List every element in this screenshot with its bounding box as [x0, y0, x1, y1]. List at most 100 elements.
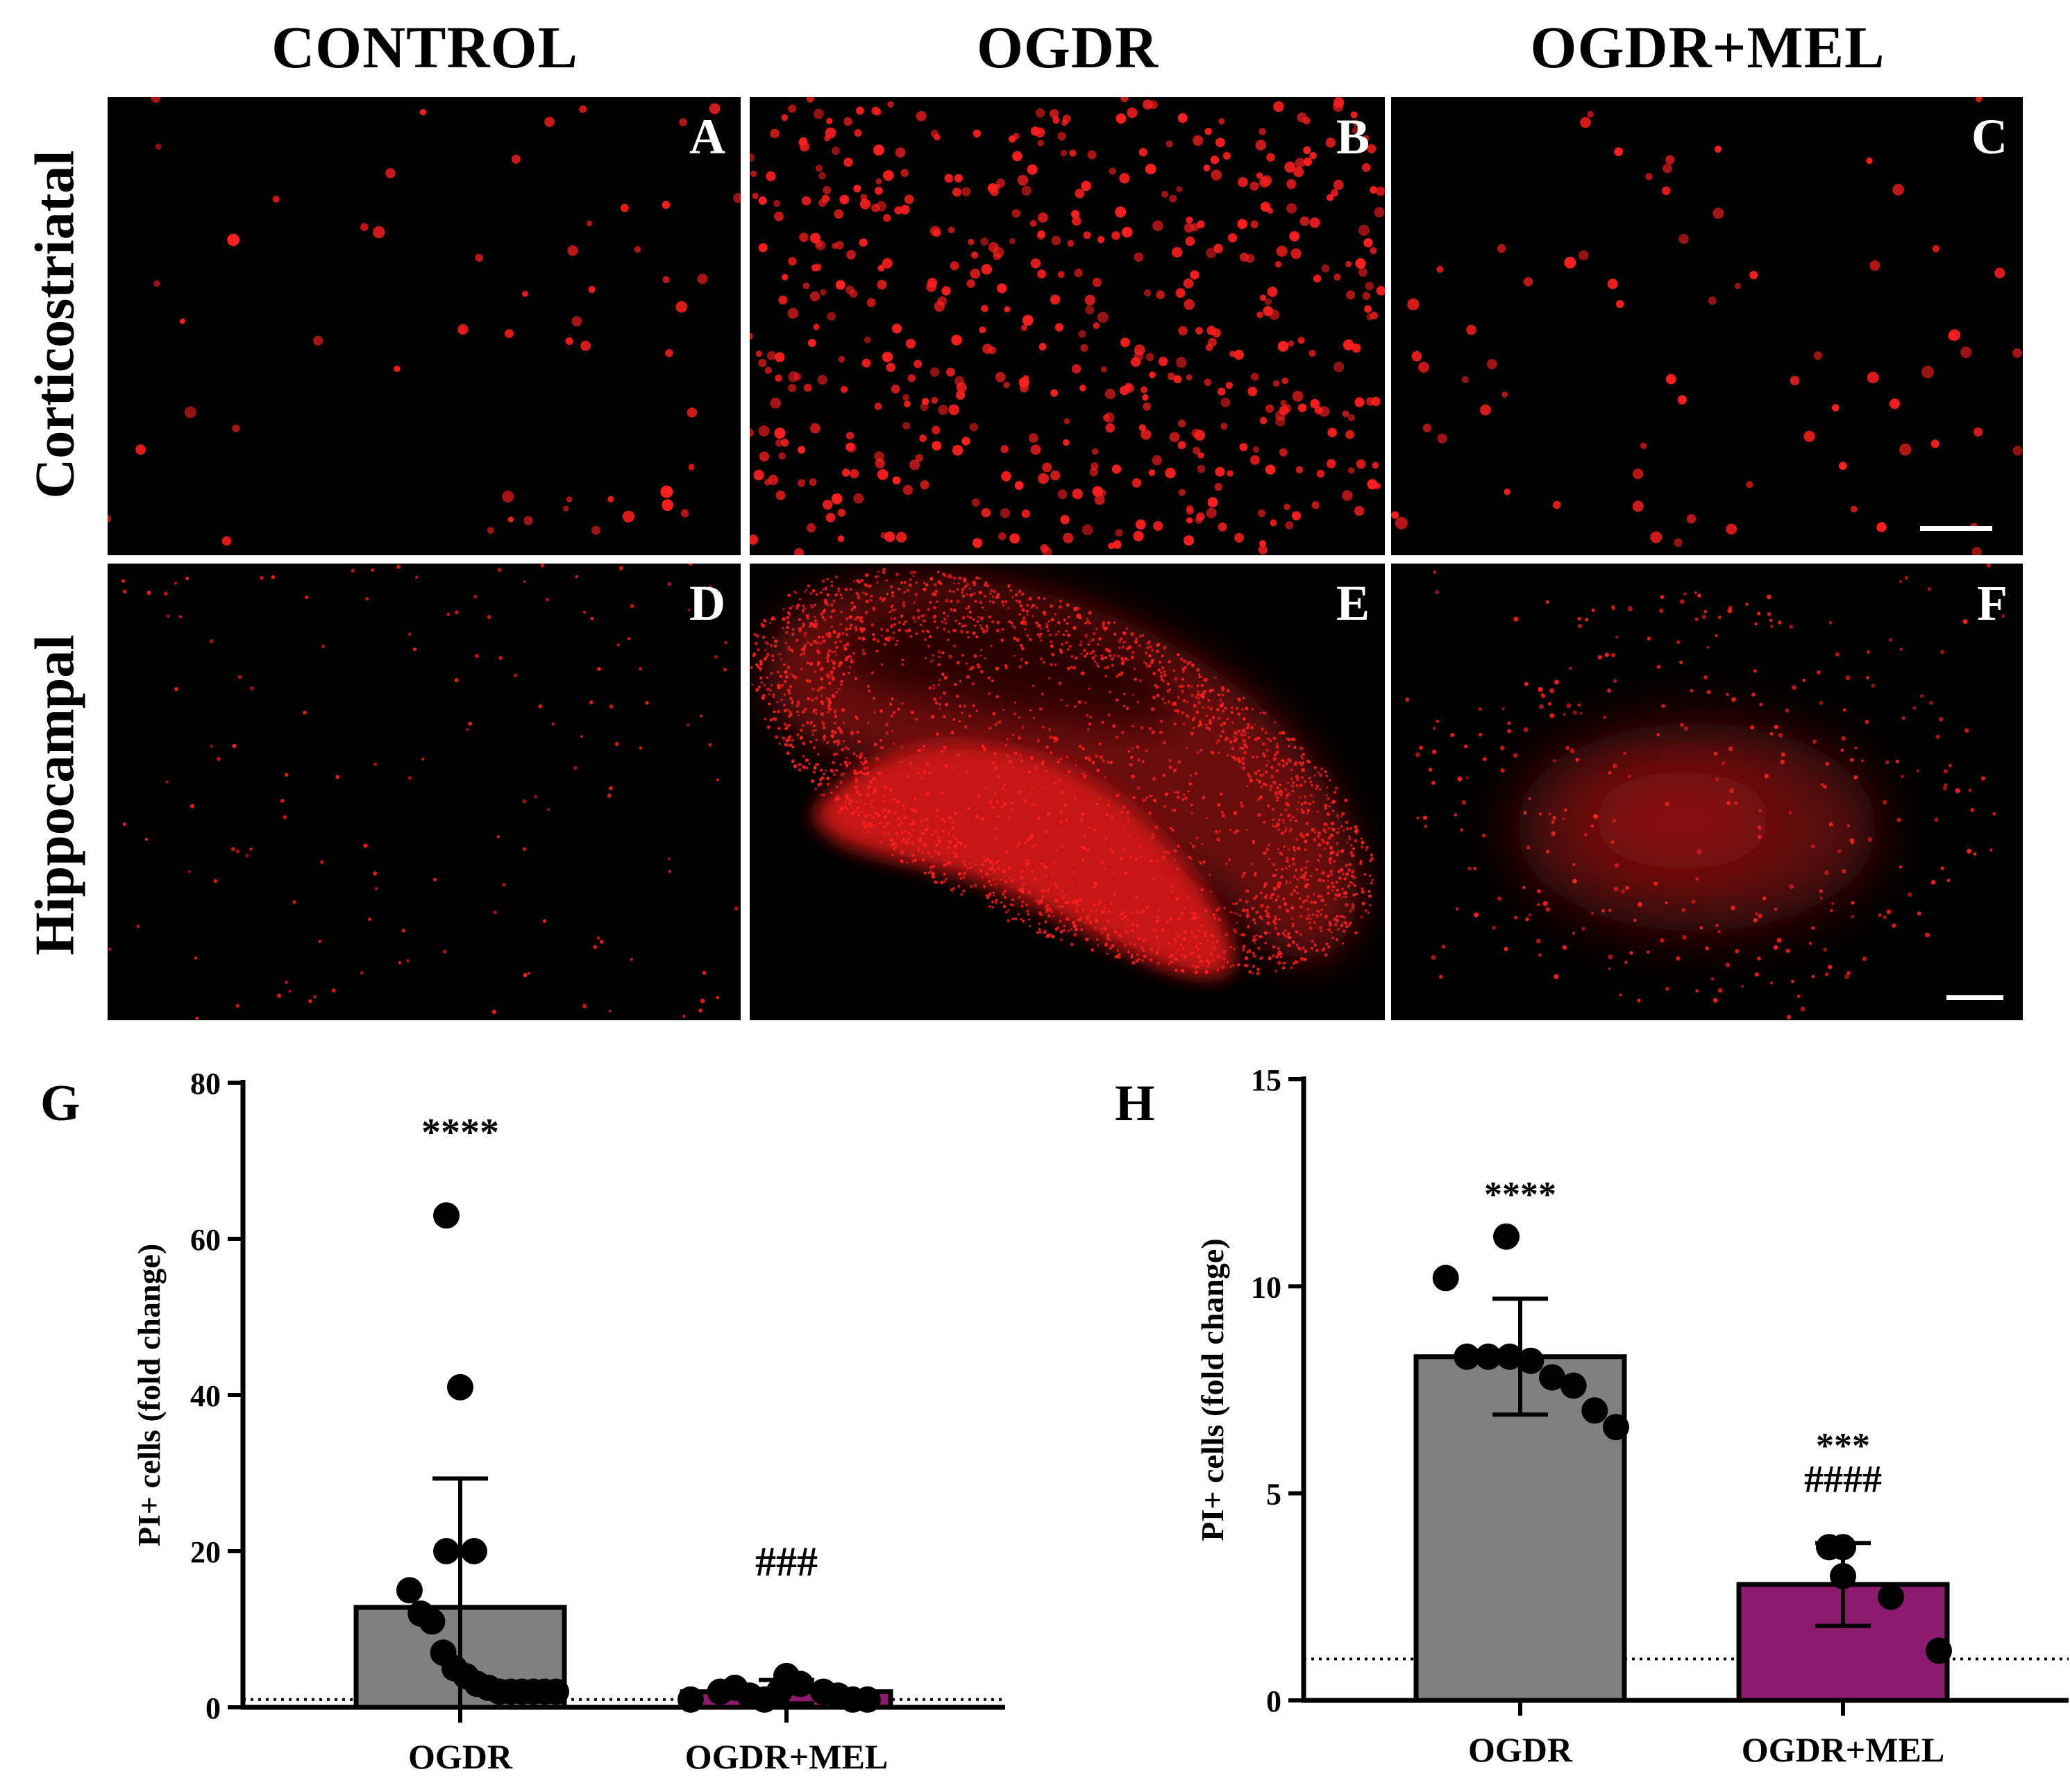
pi-cell [1816, 670, 1821, 675]
pi-cell [1343, 829, 1345, 832]
pi-cell [1080, 817, 1084, 821]
pi-cell [1355, 258, 1366, 269]
pi-cell [1349, 881, 1352, 884]
pi-cell [1045, 625, 1049, 629]
pi-cell [1335, 938, 1339, 942]
pi-cell [844, 588, 848, 591]
pi-cell [1633, 918, 1637, 922]
pi-cell [839, 781, 843, 784]
pi-cell [814, 263, 822, 271]
pi-cell [227, 233, 239, 246]
pi-cell [1014, 593, 1018, 597]
pi-cell [856, 616, 860, 619]
pi-cell [1269, 309, 1280, 320]
pi-cell [1066, 622, 1069, 625]
pi-cell [1197, 220, 1205, 228]
pi-cell [1955, 788, 1960, 793]
pi-cell [861, 810, 864, 813]
pi-cell [195, 1016, 199, 1020]
pi-cell [1329, 851, 1333, 855]
pi-cell [1011, 766, 1014, 769]
pi-cell [952, 852, 956, 854]
pi-cell [1011, 625, 1014, 627]
pi-cell [1142, 634, 1145, 637]
pi-cell [1287, 936, 1290, 939]
pi-cell [1138, 148, 1147, 157]
pi-cell [1152, 878, 1155, 881]
pi-cell [1277, 828, 1281, 831]
pi-cell [1333, 897, 1337, 900]
pi-cell [830, 670, 834, 675]
pi-cell [313, 335, 323, 346]
pi-cell [1113, 654, 1116, 657]
pi-cell [825, 127, 836, 139]
pi-cell [803, 632, 808, 636]
pi-cell [1261, 742, 1265, 746]
pi-cell [766, 171, 776, 182]
pi-cell [1234, 902, 1238, 906]
pi-cell [401, 929, 406, 933]
pi-cell [1916, 769, 1920, 772]
pi-cell [1324, 847, 1327, 850]
pi-cell [867, 822, 870, 825]
pi-cell [1190, 963, 1194, 967]
pi-cell [1522, 886, 1526, 890]
pi-cell [1572, 863, 1576, 867]
pi-cell [1324, 804, 1328, 808]
pi-cell [1105, 423, 1115, 433]
pi-cell [1694, 591, 1697, 595]
pi-cell [1155, 649, 1160, 653]
pi-cell [822, 588, 825, 591]
pi-cell [1259, 795, 1263, 800]
pi-cell [1274, 756, 1277, 759]
pi-cell [1049, 605, 1052, 608]
pi-cell [931, 872, 935, 876]
pi-cell [806, 661, 809, 665]
pi-cell [1262, 752, 1265, 755]
pi-cell [885, 628, 889, 632]
pi-cell [1111, 464, 1122, 474]
pi-cell [1361, 840, 1365, 845]
pi-cell [1054, 899, 1059, 903]
pi-cell [1629, 951, 1633, 955]
pi-cell [1940, 650, 1944, 654]
pi-cell [1327, 827, 1331, 830]
pi-cell [1962, 618, 1968, 625]
pi-cell [1134, 677, 1138, 682]
pi-cell [879, 772, 882, 775]
pi-cell [814, 729, 817, 732]
pi-cell [870, 799, 874, 802]
pi-cell [873, 711, 876, 714]
pi-cell [788, 710, 792, 714]
pi-cell [902, 623, 906, 626]
pi-cell [812, 724, 816, 727]
pi-cell [1104, 629, 1106, 632]
pi-cell [1136, 786, 1141, 790]
pi-cell [906, 589, 910, 593]
pi-cell [786, 611, 791, 614]
pi-cell [841, 386, 848, 394]
pi-cell [1002, 870, 1007, 874]
pi-cell [1007, 877, 1010, 879]
pi-cell [1305, 860, 1309, 863]
pi-cell [883, 170, 894, 181]
pi-cell [944, 174, 954, 183]
significance-annotation: **** [421, 1111, 499, 1154]
data-point [1878, 1583, 1904, 1610]
pi-cell [1835, 652, 1840, 657]
pi-cell [1204, 378, 1212, 387]
pi-cell [757, 685, 761, 688]
pi-cell [1095, 802, 1099, 806]
pi-cell [1252, 897, 1256, 900]
pi-cell [853, 493, 864, 504]
pi-cell [911, 616, 916, 620]
pi-cell [897, 823, 901, 827]
pi-cell [1256, 779, 1259, 781]
pi-cell [1045, 904, 1050, 908]
pi-cell [819, 668, 823, 671]
pi-cell [1176, 791, 1179, 795]
pi-cell [834, 714, 838, 718]
pi-cell [942, 573, 945, 576]
pi-cell [1304, 898, 1309, 902]
pi-cell [1168, 759, 1172, 762]
